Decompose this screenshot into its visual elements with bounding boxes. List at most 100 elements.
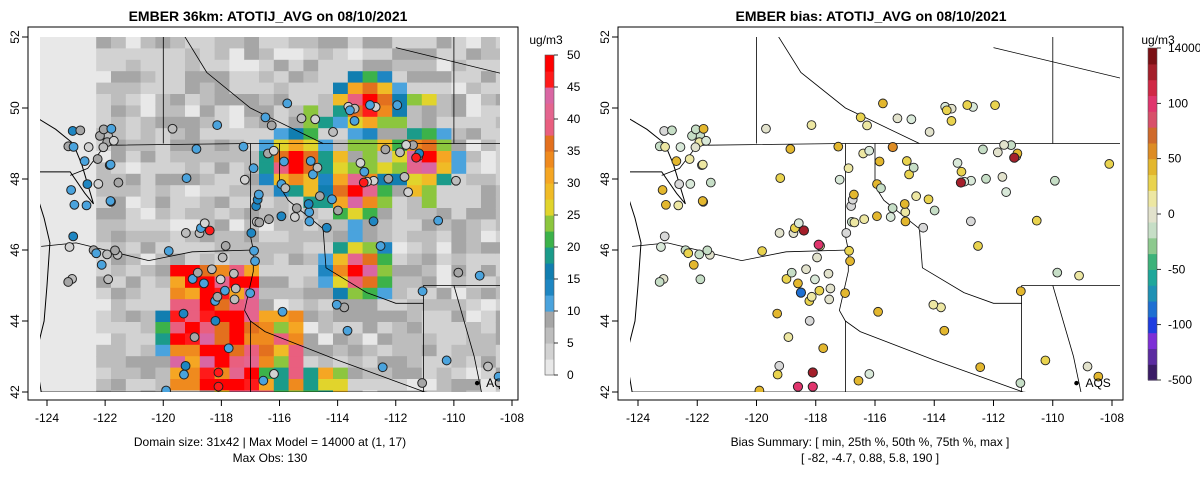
heatmap-cell xyxy=(66,333,82,346)
heatmap-cell xyxy=(303,333,319,346)
heatmap-cell xyxy=(273,276,290,289)
heatmap-cell xyxy=(214,230,230,243)
heatmap-cell xyxy=(96,253,112,266)
heatmap-cell xyxy=(244,173,260,186)
heatmap-cell xyxy=(51,219,68,232)
heatmap-cell xyxy=(111,333,127,346)
bias-site-marker xyxy=(801,264,811,275)
left-caption-line2: Max Obs: 130 xyxy=(233,451,308,465)
heatmap-cell xyxy=(421,116,438,129)
heatmap-cell xyxy=(421,196,438,209)
heatmap-cell xyxy=(288,367,304,380)
heatmap-cell xyxy=(288,71,304,84)
heatmap-cell xyxy=(303,82,319,95)
heatmap-cell xyxy=(125,151,142,163)
heatmap-cell xyxy=(407,356,423,369)
heatmap-cell xyxy=(495,82,500,95)
heatmap-cell xyxy=(51,48,68,61)
heatmap-cell xyxy=(185,151,201,163)
heatmap-cell xyxy=(421,94,438,106)
bias-site-marker xyxy=(849,189,859,200)
heatmap-cell xyxy=(303,71,319,84)
heatmap-cell xyxy=(155,287,171,300)
heatmap-cell xyxy=(495,344,500,357)
heatmap-cell xyxy=(229,219,245,232)
heatmap-cell xyxy=(436,390,452,392)
heatmap-cell xyxy=(421,105,438,118)
heatmap-cell xyxy=(407,230,423,243)
colorbar-swatch xyxy=(545,247,554,264)
bias-site-marker xyxy=(1031,215,1042,226)
heatmap-cell xyxy=(259,196,275,209)
heatmap-cell xyxy=(185,185,201,198)
heatmap-cell xyxy=(318,310,334,323)
obs-site-marker xyxy=(92,154,103,164)
heatmap-cell xyxy=(303,356,319,369)
bias-site-marker xyxy=(962,100,973,110)
heatmap-cell xyxy=(288,37,304,49)
obs-site-marker xyxy=(333,205,343,216)
heatmap-cell xyxy=(125,162,142,175)
heatmap-cell xyxy=(451,344,467,357)
heatmap-cell xyxy=(451,322,467,334)
obs-site-marker xyxy=(254,217,265,228)
heatmap-cell xyxy=(125,379,142,391)
heatmap-cell xyxy=(51,344,68,357)
heatmap-cell xyxy=(495,94,500,106)
heatmap-cell xyxy=(377,151,393,163)
heatmap-cell xyxy=(259,128,275,141)
obs-site-marker xyxy=(81,200,92,211)
heatmap-cell xyxy=(96,390,112,392)
obs-site-marker xyxy=(258,375,269,386)
heatmap-cell xyxy=(436,162,452,175)
colorbar-swatch xyxy=(1148,206,1157,223)
heatmap-cell xyxy=(333,185,349,198)
state-border xyxy=(993,47,1120,79)
heatmap-cell xyxy=(347,287,364,300)
obs-site-marker xyxy=(355,158,366,168)
heatmap-cell xyxy=(303,253,319,266)
heatmap-cell xyxy=(155,162,171,175)
heatmap-cell xyxy=(96,230,112,243)
obs-site-marker xyxy=(328,127,338,137)
heatmap-cell xyxy=(199,367,216,380)
heatmap-cell xyxy=(318,299,334,312)
obs-site-marker xyxy=(383,173,394,184)
heatmap-cell xyxy=(259,116,275,129)
heatmap-cell xyxy=(96,265,112,277)
heatmap-cell xyxy=(451,208,467,220)
heatmap-cell xyxy=(170,299,186,312)
heatmap-cell xyxy=(259,94,275,106)
heatmap-cell xyxy=(377,379,393,391)
right-axes: -124 -122 -120 -118 -116 -114 -112 -110 -108 42 44… xyxy=(598,30,1124,425)
heatmap-cell xyxy=(466,196,482,209)
heatmap-cell xyxy=(199,151,216,163)
obs-highlight-marker xyxy=(204,225,215,236)
heatmap-cell xyxy=(392,344,408,357)
obs-site-marker xyxy=(199,278,209,289)
lon-tick-label: -122 xyxy=(93,411,117,425)
heatmap-cell xyxy=(421,379,438,391)
obs-site-marker xyxy=(82,179,93,190)
heatmap-cell xyxy=(229,48,245,61)
obs-site-marker xyxy=(180,360,191,371)
heatmap-cell xyxy=(155,253,171,266)
colorbar-swatch xyxy=(545,199,554,216)
bias-site-marker xyxy=(675,142,686,152)
heatmap-cell xyxy=(392,48,408,61)
heatmap-cell xyxy=(436,333,452,346)
heatmap-cell xyxy=(273,105,290,118)
bias-site-marker xyxy=(781,274,792,284)
heatmap-cell xyxy=(303,287,319,300)
heatmap-cell xyxy=(155,196,171,209)
heatmap-cell xyxy=(407,59,423,72)
colorbar-swatch xyxy=(1148,221,1157,239)
heatmap-cell xyxy=(273,48,290,61)
heatmap-cell xyxy=(362,139,378,152)
heatmap-cell xyxy=(303,379,319,391)
heatmap-cell xyxy=(495,116,500,129)
heatmap-cell xyxy=(333,333,349,346)
heatmap-cell xyxy=(229,390,245,392)
heatmap-cell xyxy=(377,196,393,209)
obs-site-marker xyxy=(276,211,287,222)
